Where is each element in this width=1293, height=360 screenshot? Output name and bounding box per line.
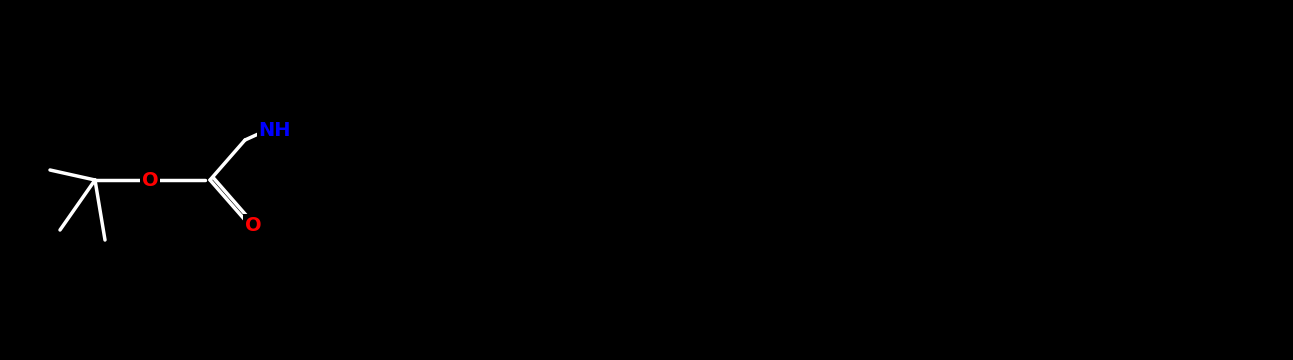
Text: O: O (244, 216, 261, 234)
Text: NH: NH (259, 121, 291, 140)
Text: O: O (142, 171, 158, 189)
